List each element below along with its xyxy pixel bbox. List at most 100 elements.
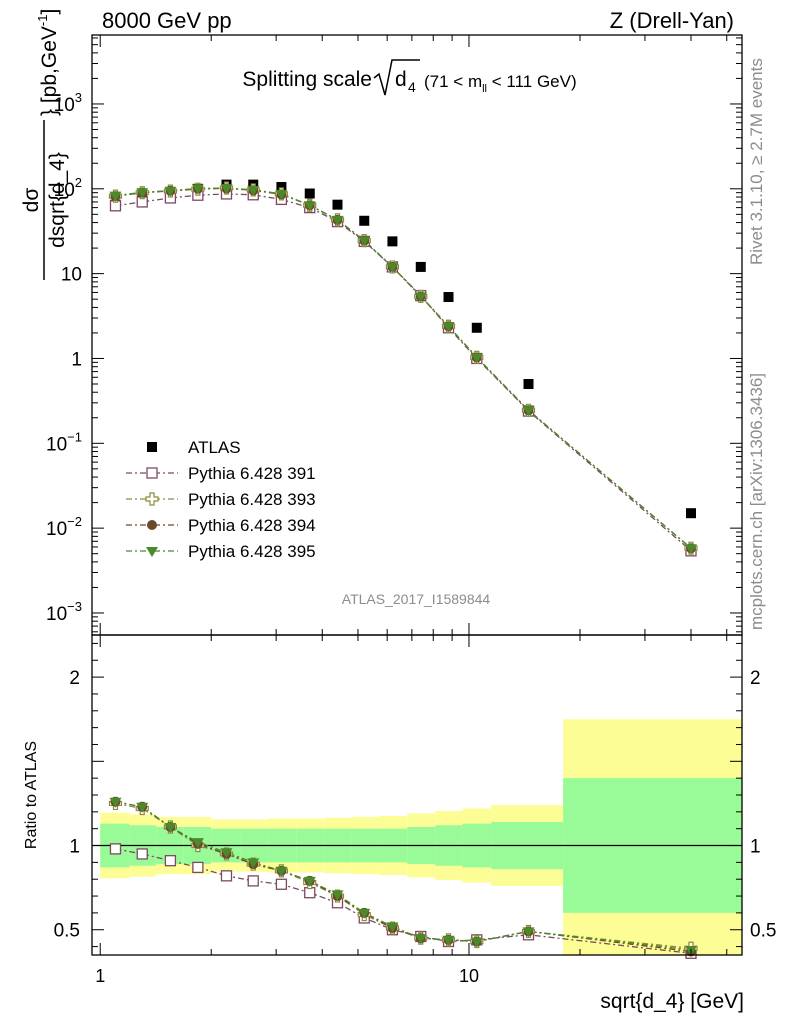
title-range: (71 < mll < 111 GeV) — [424, 72, 577, 95]
x-axis-label: sqrt{d_4} [GeV] — [600, 990, 744, 1013]
ylabel-unit: } [pb,GeV-1] — [35, 9, 61, 116]
legend: ATLAS Pythia 6.428 391 Pythia 6.428 393 Pyt… — [126, 438, 316, 561]
sqrt-symbol — [373, 59, 420, 96]
ratio-point-py395 — [303, 876, 316, 887]
legend-label-atlas: ATLAS — [188, 438, 241, 457]
legend-label-py393: Pythia 6.428 393 — [188, 490, 316, 509]
ratio-point-py395 — [191, 838, 204, 849]
ratio-y-tick-label-right: 2 — [750, 668, 761, 689]
ylabel-denominator: dsqrt{d_4} — [46, 152, 69, 248]
title-sym: d — [395, 68, 407, 91]
ratio-point-py395 — [442, 935, 455, 946]
main-point-atlas — [304, 188, 315, 199]
main-point-py395 — [164, 186, 177, 197]
x-tick-label: 1 — [95, 966, 105, 986]
ratio-y-tick-label-right: 0.5 — [750, 921, 776, 942]
ratio-point-py391 — [109, 843, 122, 855]
main-point-py395 — [303, 201, 316, 212]
ratio-y-tick-label: 2 — [69, 668, 80, 689]
main-point-py395 — [220, 184, 233, 195]
main-point-atlas — [443, 292, 454, 303]
main-point-py395 — [684, 544, 697, 555]
main-point-atlas — [523, 379, 534, 390]
ratio-point-py391 — [247, 875, 259, 887]
main-point-py395 — [414, 292, 427, 303]
main-point-py395 — [470, 353, 483, 364]
main-point-py395 — [331, 215, 344, 226]
main-point-atlas — [685, 508, 696, 519]
main-point-atlas — [415, 261, 426, 272]
title-main: Splitting scale — [242, 68, 372, 91]
main-point-py395 — [386, 262, 399, 273]
legend-marker-py391 — [146, 467, 158, 479]
data-markers — [108, 179, 698, 959]
main-point-atlas — [387, 236, 398, 247]
mcplots-label: mcplots.cern.ch [arXiv:1306.3436] — [747, 373, 766, 630]
legend-label-py394: Pythia 6.428 394 — [188, 516, 316, 535]
series-lines — [115, 187, 692, 954]
ratio-point-py391 — [192, 861, 204, 874]
axes: 1 10 10−3 10−2 10−1 1 10 102 103 0.5 0.5 1 1 2 2 — [46, 34, 776, 986]
ratio-point-py395 — [109, 797, 122, 808]
legend-label-py395: Pythia 6.428 395 — [188, 542, 316, 561]
main-line-py391 — [115, 193, 692, 552]
ratio-point-py395 — [136, 802, 149, 813]
ratio-y-tick-label-right: 1 — [750, 837, 761, 858]
main-point-atlas — [359, 215, 370, 226]
main-point-py395 — [442, 322, 455, 333]
y-tick-label: 10−1 — [46, 429, 82, 455]
ratio-point-py395 — [275, 866, 288, 877]
y-tick-label: 10−2 — [46, 514, 82, 540]
legend-marker-py393 — [145, 492, 159, 506]
process-label: Z (Drell-Yan) — [610, 8, 734, 33]
main-point-py395 — [109, 191, 122, 202]
ratio-point-py395 — [331, 890, 344, 901]
ratio-point-py391 — [164, 855, 177, 867]
rivet-label: Rivet 3.1.10, ≥ 2.7M events — [747, 58, 766, 265]
legend-marker-py394 — [147, 520, 157, 530]
ratio-point-py395 — [470, 937, 483, 948]
y-tick-label: 10 — [61, 265, 82, 286]
title-sub: 4 — [408, 79, 416, 95]
ratio-point-py391 — [220, 870, 233, 882]
legend-marker-atlas — [147, 442, 157, 452]
ratio-point-py395 — [247, 858, 260, 869]
y-tick-label: 102 — [54, 175, 82, 201]
ratio-point-py395 — [220, 848, 233, 859]
ratio-y-tick-label: 1 — [69, 837, 80, 858]
legend-label-py391: Pythia 6.428 391 — [188, 464, 316, 483]
main-point-py395 — [522, 406, 535, 417]
ratio-point-py395 — [358, 908, 371, 919]
ratio-uncertainty-bands — [92, 719, 742, 955]
y-tick-label: 10−3 — [46, 599, 82, 625]
ratio-ylabel: Ratio to ATLAS — [23, 741, 40, 849]
main-point-py395 — [191, 184, 204, 195]
main-point-py395 — [247, 185, 260, 196]
ylabel-numerator: dσ — [20, 188, 43, 213]
ratio-point-py391 — [136, 848, 148, 860]
ratio-point-py391 — [304, 887, 316, 899]
main-ylabel: dσ dsqrt{d_4} } [pb,GeV-1] — [20, 9, 69, 280]
main-point-py395 — [136, 188, 149, 199]
ratio-line-py391 — [115, 848, 692, 954]
legend-marker-py395 — [146, 547, 158, 557]
ratio-point-py391 — [275, 878, 288, 890]
y-tick-label: 103 — [54, 90, 82, 116]
ratio-y-tick-label: 0.5 — [54, 921, 80, 942]
x-tick-label: 10 — [459, 966, 479, 986]
ratio-line-py395 — [115, 801, 692, 951]
y-tick-label: 1 — [71, 349, 82, 370]
analysis-label: ATLAS_2017_I1589844 — [342, 591, 491, 607]
ratio-point-py395 — [522, 927, 535, 938]
main-point-atlas — [276, 182, 287, 193]
plot-title: Splitting scale d 4 (71 < mll < 111 GeV) — [242, 59, 577, 96]
main-point-atlas — [471, 322, 482, 333]
ratio-point-py395 — [386, 922, 399, 933]
main-point-py395 — [358, 236, 371, 247]
main-line-py395 — [115, 187, 692, 549]
ratio-point-py395 — [414, 934, 427, 945]
ratio-point-py395 — [164, 823, 177, 833]
main-point-py395 — [275, 189, 288, 200]
energy-label: 8000 GeV pp — [102, 8, 232, 33]
